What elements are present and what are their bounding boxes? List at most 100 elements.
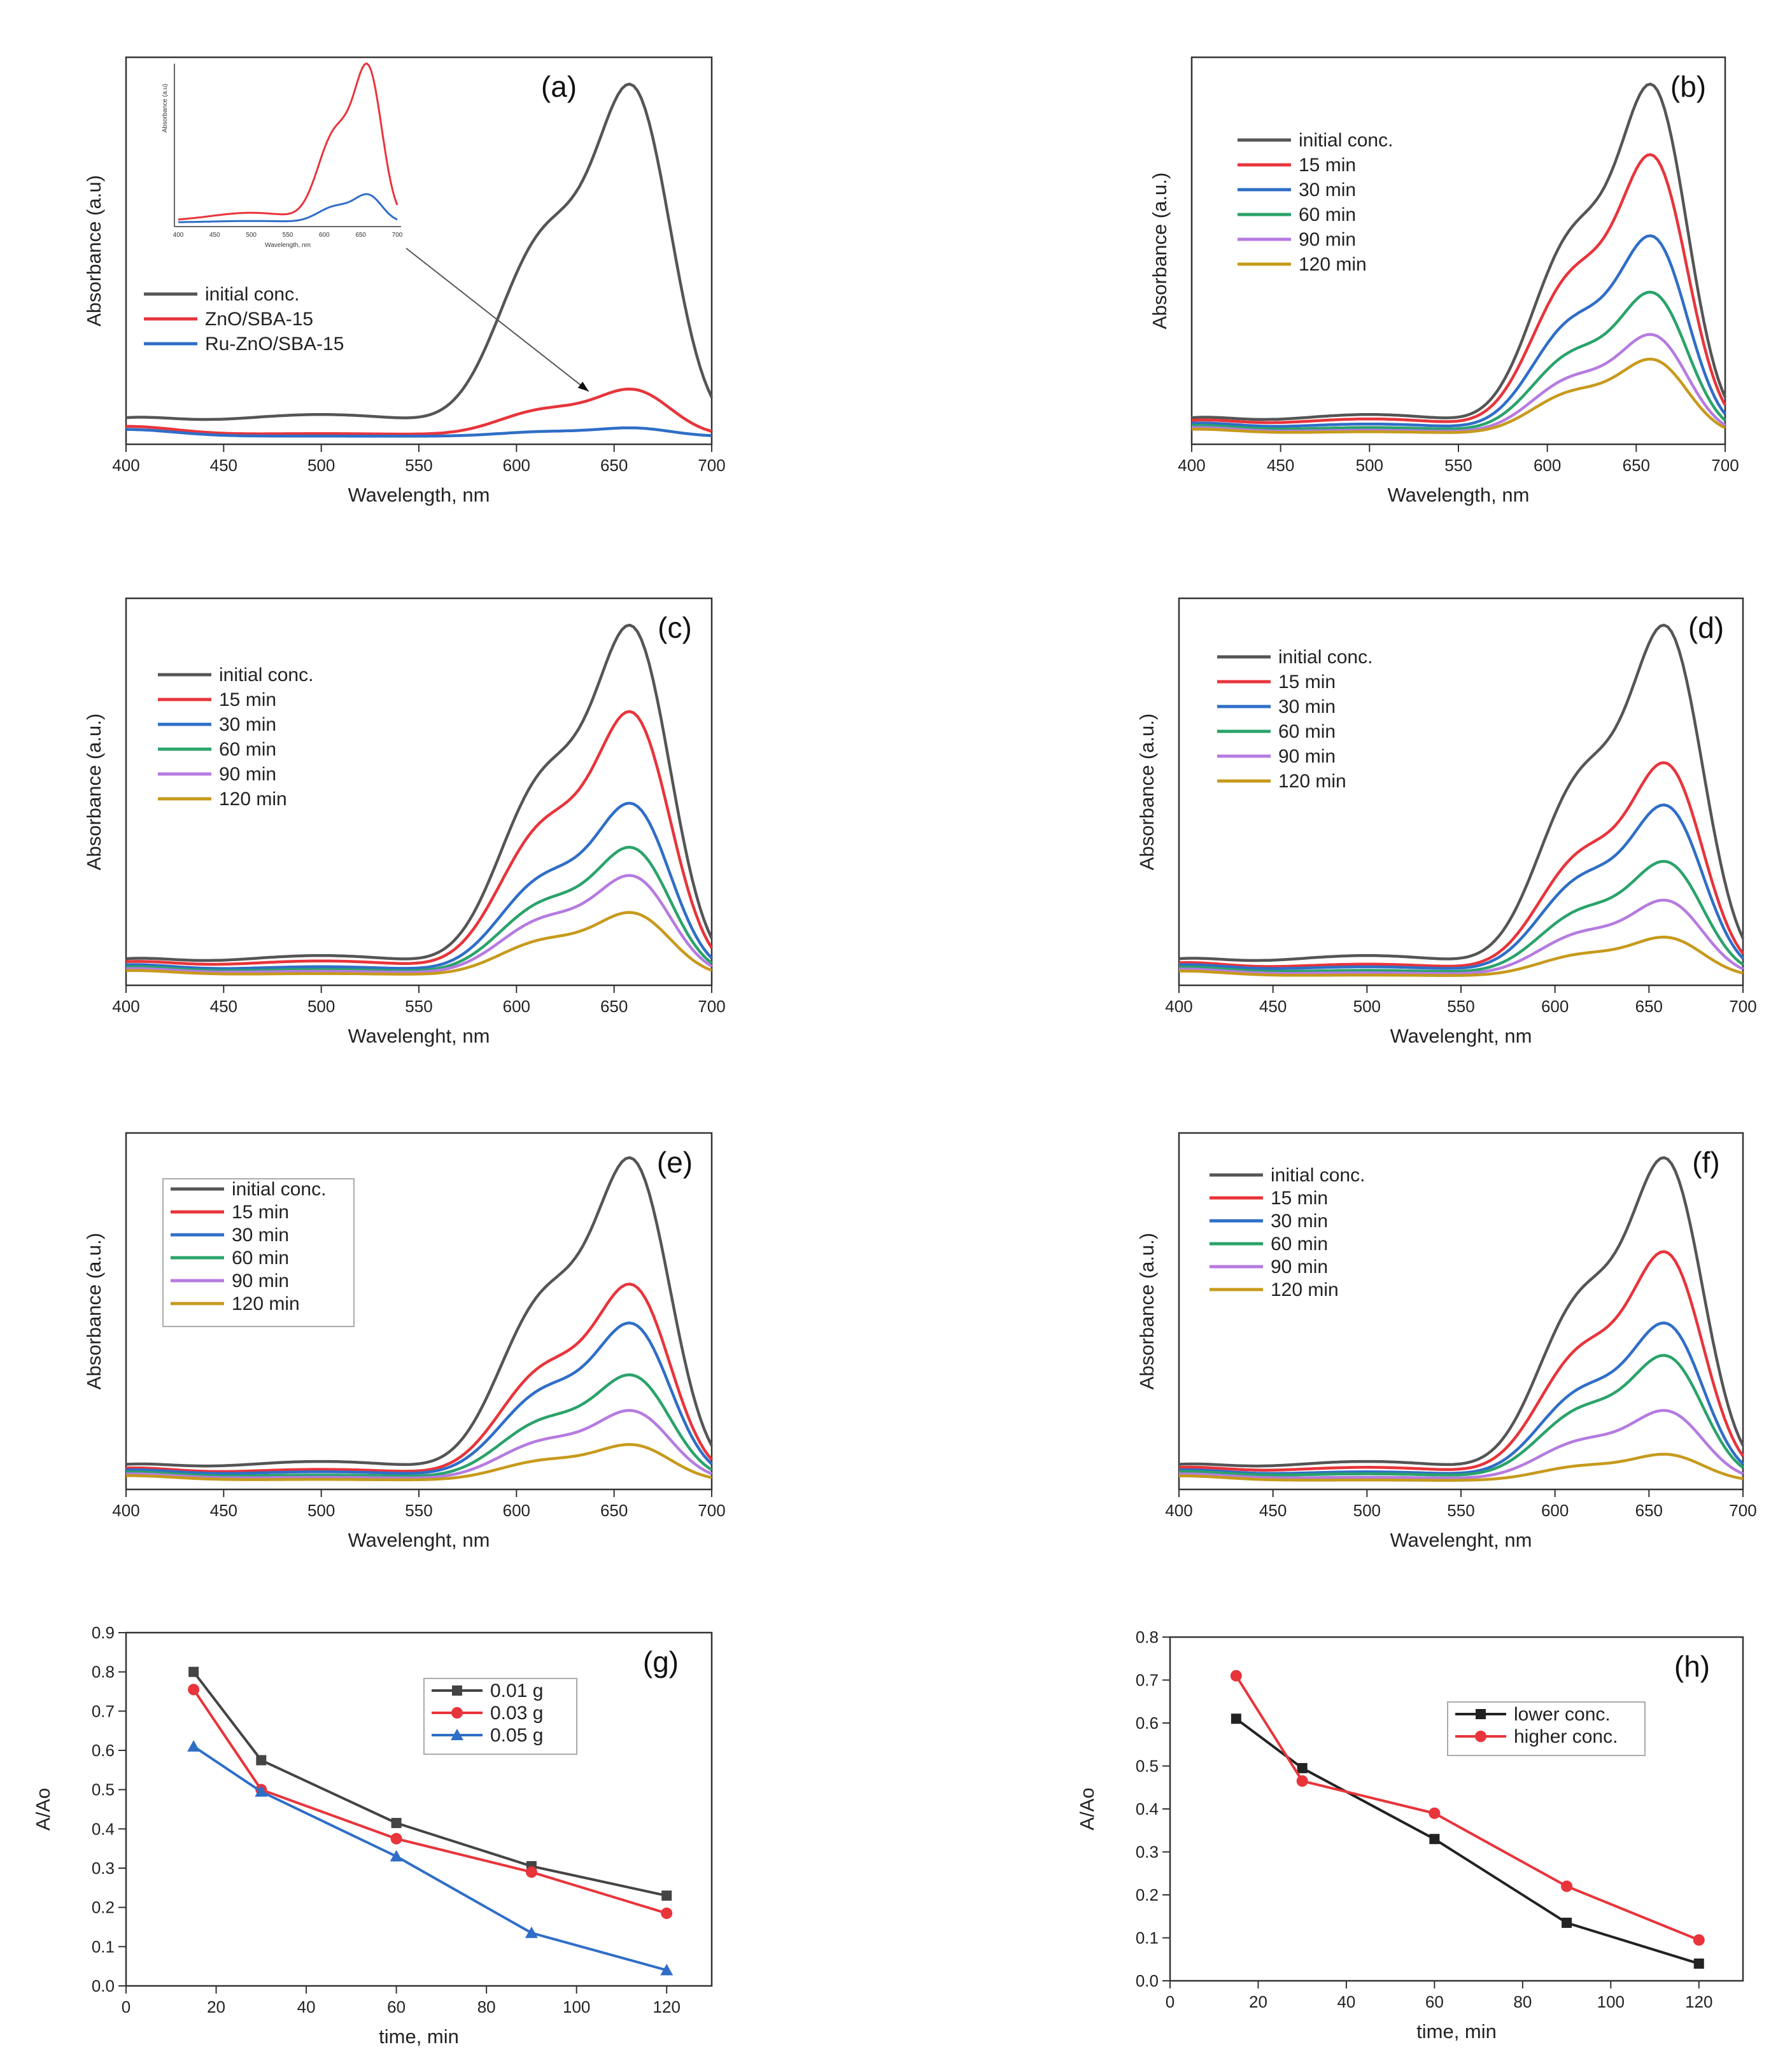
x-tick-label: 700 [1711, 456, 1739, 475]
x-tick-label: 20 [1249, 1992, 1267, 2011]
series-line-60-min [1179, 859, 1744, 973]
x-tick-label: 400 [1165, 1501, 1192, 1520]
chart-panel-e: 400 450 500 550 600 650 700 Wavelenght, nm Absor… [83, 1132, 726, 1551]
x-tick-label: 60 [1425, 1992, 1444, 2011]
x-axis-label: time, min [379, 2025, 459, 2048]
x-axis-label: Wavelenght, nm [348, 1025, 490, 1047]
panel-letter: (e) [657, 1146, 693, 1179]
data-point [1693, 1934, 1705, 1946]
x-tick-label: 700 [1729, 1501, 1756, 1520]
legend-label: 60 min [1271, 1234, 1328, 1255]
y-tick-label: 0.9 [92, 1623, 115, 1642]
x-tick-label: 0 [1166, 1992, 1175, 2011]
chart-panel-c: 400 450 500 550 600 650 700 Wavelenght, nm Absor… [83, 597, 726, 1047]
x-axis-label: Wavelenght, nm [1390, 1025, 1532, 1047]
legend-label: 30 min [232, 1225, 289, 1246]
chart-panel-b: 400 450 500 550 600 650 700 Wavelength, nm Absor… [1148, 56, 1739, 506]
y-axis-label: Absorbance (a.u) [83, 175, 105, 327]
legend-label: 120 min [219, 789, 287, 810]
legend-label: ZnO/SBA-15 [205, 309, 313, 330]
x-tick-label: 700 [698, 456, 725, 475]
data-point [390, 1832, 402, 1845]
legend-label: 30 min [1299, 179, 1356, 200]
legend-label: 15 min [232, 1202, 289, 1223]
y-axis-label: A/Ao [32, 1788, 54, 1831]
legend-label: 30 min [219, 714, 276, 735]
x-tick-label: 500 [1353, 1501, 1381, 1520]
chart-panel-a: 400 450 500 550 600 650 700 Wavelength, nm Absor… [83, 56, 726, 506]
x-tick-label: 700 [698, 997, 725, 1016]
y-tick-label: 0.4 [1136, 1799, 1159, 1818]
inset-tick-label: 450 [209, 232, 220, 239]
x-axis-label: Wavelength, nm [1388, 484, 1530, 506]
x-tick-label: 80 [1513, 1992, 1532, 2011]
x-tick-label: 120 [653, 1997, 681, 2016]
x-tick-label: 650 [600, 1501, 628, 1520]
x-tick-label: 600 [503, 456, 530, 475]
data-point [188, 1666, 199, 1677]
series-line-60-min [1191, 290, 1726, 431]
x-tick-label: 100 [563, 1997, 590, 2016]
y-tick-label: 0.3 [92, 1859, 115, 1878]
inset-line-zno-sba-15 [178, 62, 399, 221]
x-axis-label: Wavelenght, nm [1390, 1529, 1532, 1551]
legend-label: 60 min [232, 1248, 289, 1269]
legend-label: 120 min [232, 1293, 300, 1314]
y-tick-label: 0.2 [1136, 1885, 1159, 1904]
data-point [255, 1785, 268, 1797]
legend-label: initial conc. [1278, 647, 1372, 668]
data-point [1476, 1709, 1486, 1719]
legend-label: 15 min [219, 689, 276, 710]
series-line-120-min [125, 911, 712, 976]
legend-label: 0.03 g [490, 1703, 543, 1724]
y-tick-label: 0.3 [1136, 1843, 1159, 1862]
x-axis-label: time, min [1416, 2020, 1497, 2043]
inset-arrow [406, 248, 589, 392]
x-tick-label: 400 [112, 997, 139, 1016]
x-tick-label: 450 [210, 456, 237, 475]
y-axis-label: A/Ao [1076, 1787, 1098, 1830]
series-line-15-min [125, 1283, 713, 1474]
series-line-90-min [126, 874, 713, 974]
series-line-90-min [1179, 898, 1744, 975]
y-tick-label: 0.5 [92, 1780, 115, 1799]
x-tick-label: 450 [1267, 456, 1294, 475]
data-point [1562, 1917, 1572, 1928]
series-line-30-min [125, 1321, 713, 1475]
legend-label: lower conc. [1514, 1704, 1611, 1725]
series-line-initial-conc- [125, 1156, 714, 1468]
data-point [256, 1755, 267, 1766]
panel-letter: (a) [541, 70, 577, 103]
x-tick-label: 60 [387, 1997, 406, 2016]
x-tick-label: 500 [307, 1501, 335, 1520]
x-tick-label: 650 [600, 997, 628, 1016]
y-axis-label: Absorbance (a.u.) [1148, 172, 1171, 329]
data-point [1429, 1807, 1441, 1819]
x-tick-label: 600 [1541, 1501, 1569, 1520]
legend-label: initial conc. [205, 284, 299, 305]
chart-panel-f: 400 450 500 550 600 650 700 Wavelenght, nm Absor… [1136, 1132, 1757, 1551]
series-line-30-min [1191, 234, 1726, 428]
data-point [1230, 1670, 1242, 1682]
x-tick-label: 40 [1337, 1992, 1355, 2011]
y-tick-label: 0.8 [92, 1663, 115, 1682]
legend-label: 90 min [1299, 229, 1356, 250]
x-tick-label: 500 [307, 997, 335, 1016]
panel-letter: (h) [1674, 1650, 1710, 1683]
legend-label: 90 min [1271, 1256, 1328, 1277]
data-point [1429, 1834, 1440, 1845]
series-line-120-min [1179, 936, 1744, 977]
x-tick-label: 40 [297, 1997, 316, 2016]
panel-letter: (f) [1692, 1146, 1719, 1179]
legend-label: 90 min [219, 764, 276, 785]
plot-frame-b [1190, 56, 1726, 446]
x-tick-label: 600 [1541, 997, 1569, 1016]
series-line-zno-sba-15 [126, 387, 712, 436]
plot-frame-f [1178, 1132, 1744, 1491]
legend-label: 15 min [1278, 672, 1336, 693]
y-tick-label: 0.1 [92, 1937, 115, 1956]
data-point [661, 1890, 672, 1901]
x-tick-label: 650 [1635, 1501, 1663, 1520]
y-tick-label: 0.7 [1136, 1671, 1159, 1690]
